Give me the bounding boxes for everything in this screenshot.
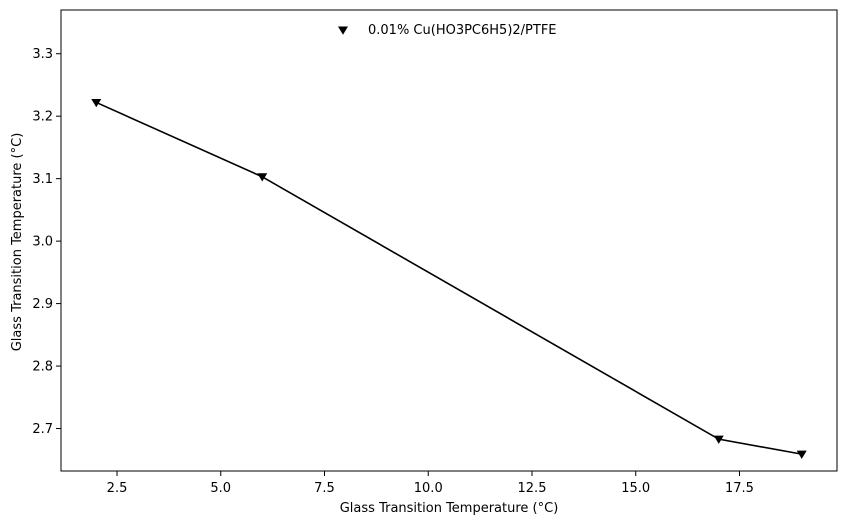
x-tick-label: 17.5 [725,481,754,496]
legend-marker [338,26,348,35]
x-tick-label: 2.5 [107,481,128,496]
y-axis-label: Glass Transition Temperature (°C) [10,133,25,352]
x-axis-ticks: 2.5 5.0 7.5 10.0 12.5 15.0 17.5 [107,471,754,496]
series-line [95,101,802,455]
data-point-marker [257,173,268,182]
x-tick-label: 5.0 [210,481,231,496]
series-layer [91,98,807,459]
x-tick-label: 15.0 [621,481,650,496]
data-point-marker [713,435,724,444]
x-tick-label: 10.0 [414,481,443,496]
legend-label: 0.01% Cu(HO3PC6H5)2/PTFE [368,23,557,38]
x-axis-label: Glass Transition Temperature (°C) [340,501,559,516]
y-tick-label: 3.1 [32,172,53,187]
y-axis-ticks: 2.7 2.8 2.9 3.0 3.1 3.2 3.3 [32,47,61,437]
x-tick-label: 7.5 [314,481,335,496]
data-point-marker [91,98,102,108]
y-tick-label: 2.9 [32,297,53,312]
data-point-marker [796,450,807,459]
y-tick-label: 2.7 [32,422,53,437]
y-tick-label: 3.3 [32,47,53,62]
y-tick-label: 3.0 [32,235,53,250]
plot-area [61,10,837,471]
legend: 0.01% Cu(HO3PC6H5)2/PTFE [338,23,557,38]
plot-frame [60,9,838,472]
y-tick-label: 2.8 [32,360,53,375]
y-tick-label: 3.2 [32,110,53,125]
x-tick-label: 12.5 [518,481,547,496]
